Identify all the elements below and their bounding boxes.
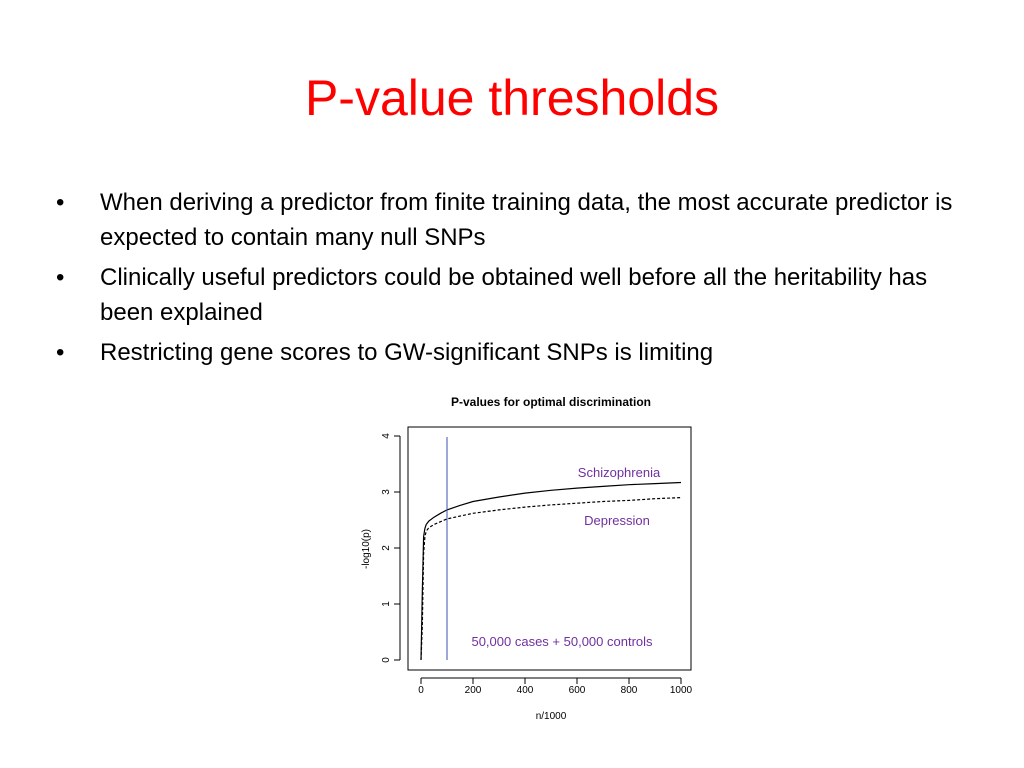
x-tick-label: 0 <box>418 685 424 696</box>
y-tick-label: 1 <box>381 601 392 607</box>
series-line-schizophrenia <box>420 481 682 661</box>
bullet-marker: • <box>56 264 65 291</box>
bullet-text: Restricting gene scores to GW-significan… <box>100 339 714 366</box>
chart-title: P-values for optimal discrimination <box>451 395 651 409</box>
bullet-item: • Restricting gene scores to GW-signific… <box>56 335 976 370</box>
plot-frame <box>407 426 692 671</box>
depression-label: Depression <box>584 513 650 528</box>
y-tick-label: 0 <box>381 657 392 663</box>
bullet-item: • Clinically useful predictors could be … <box>56 260 976 330</box>
x-tick-label: 400 <box>517 685 534 696</box>
y-tick-label: 3 <box>381 489 392 495</box>
y-tick-label: 2 <box>381 545 392 551</box>
bullet-marker: • <box>56 339 65 366</box>
bullet-marker: • <box>56 189 65 216</box>
axes: 0 200 400 600 800 1000 0 1 2 3 4 <box>381 433 693 696</box>
x-axis-label: n/1000 <box>536 711 567 722</box>
bullet-text: Clinically useful predictors could be ob… <box>100 264 928 326</box>
bullet-list: • When deriving a predictor from finite … <box>56 185 976 375</box>
y-tick-label: 4 <box>381 433 392 439</box>
x-tick-label: 600 <box>569 685 586 696</box>
x-tick-label: 200 <box>465 685 482 696</box>
bullet-text: When deriving a predictor from finite tr… <box>100 189 953 251</box>
schizophrenia-label: Schizophrenia <box>578 465 661 480</box>
y-axis-label: -log10(p) <box>361 529 372 569</box>
x-tick-label: 800 <box>621 685 638 696</box>
slide-title: P-value thresholds <box>304 70 720 126</box>
series-group <box>420 481 682 661</box>
sample-size-label: 50,000 cases + 50,000 controls <box>471 634 653 649</box>
bullet-item: • When deriving a predictor from finite … <box>56 185 976 255</box>
pvalue-chart: P-values for optimal discrimination 0 200… <box>361 395 693 722</box>
series-line-depression <box>420 497 682 661</box>
x-tick-label: 1000 <box>670 685 693 696</box>
